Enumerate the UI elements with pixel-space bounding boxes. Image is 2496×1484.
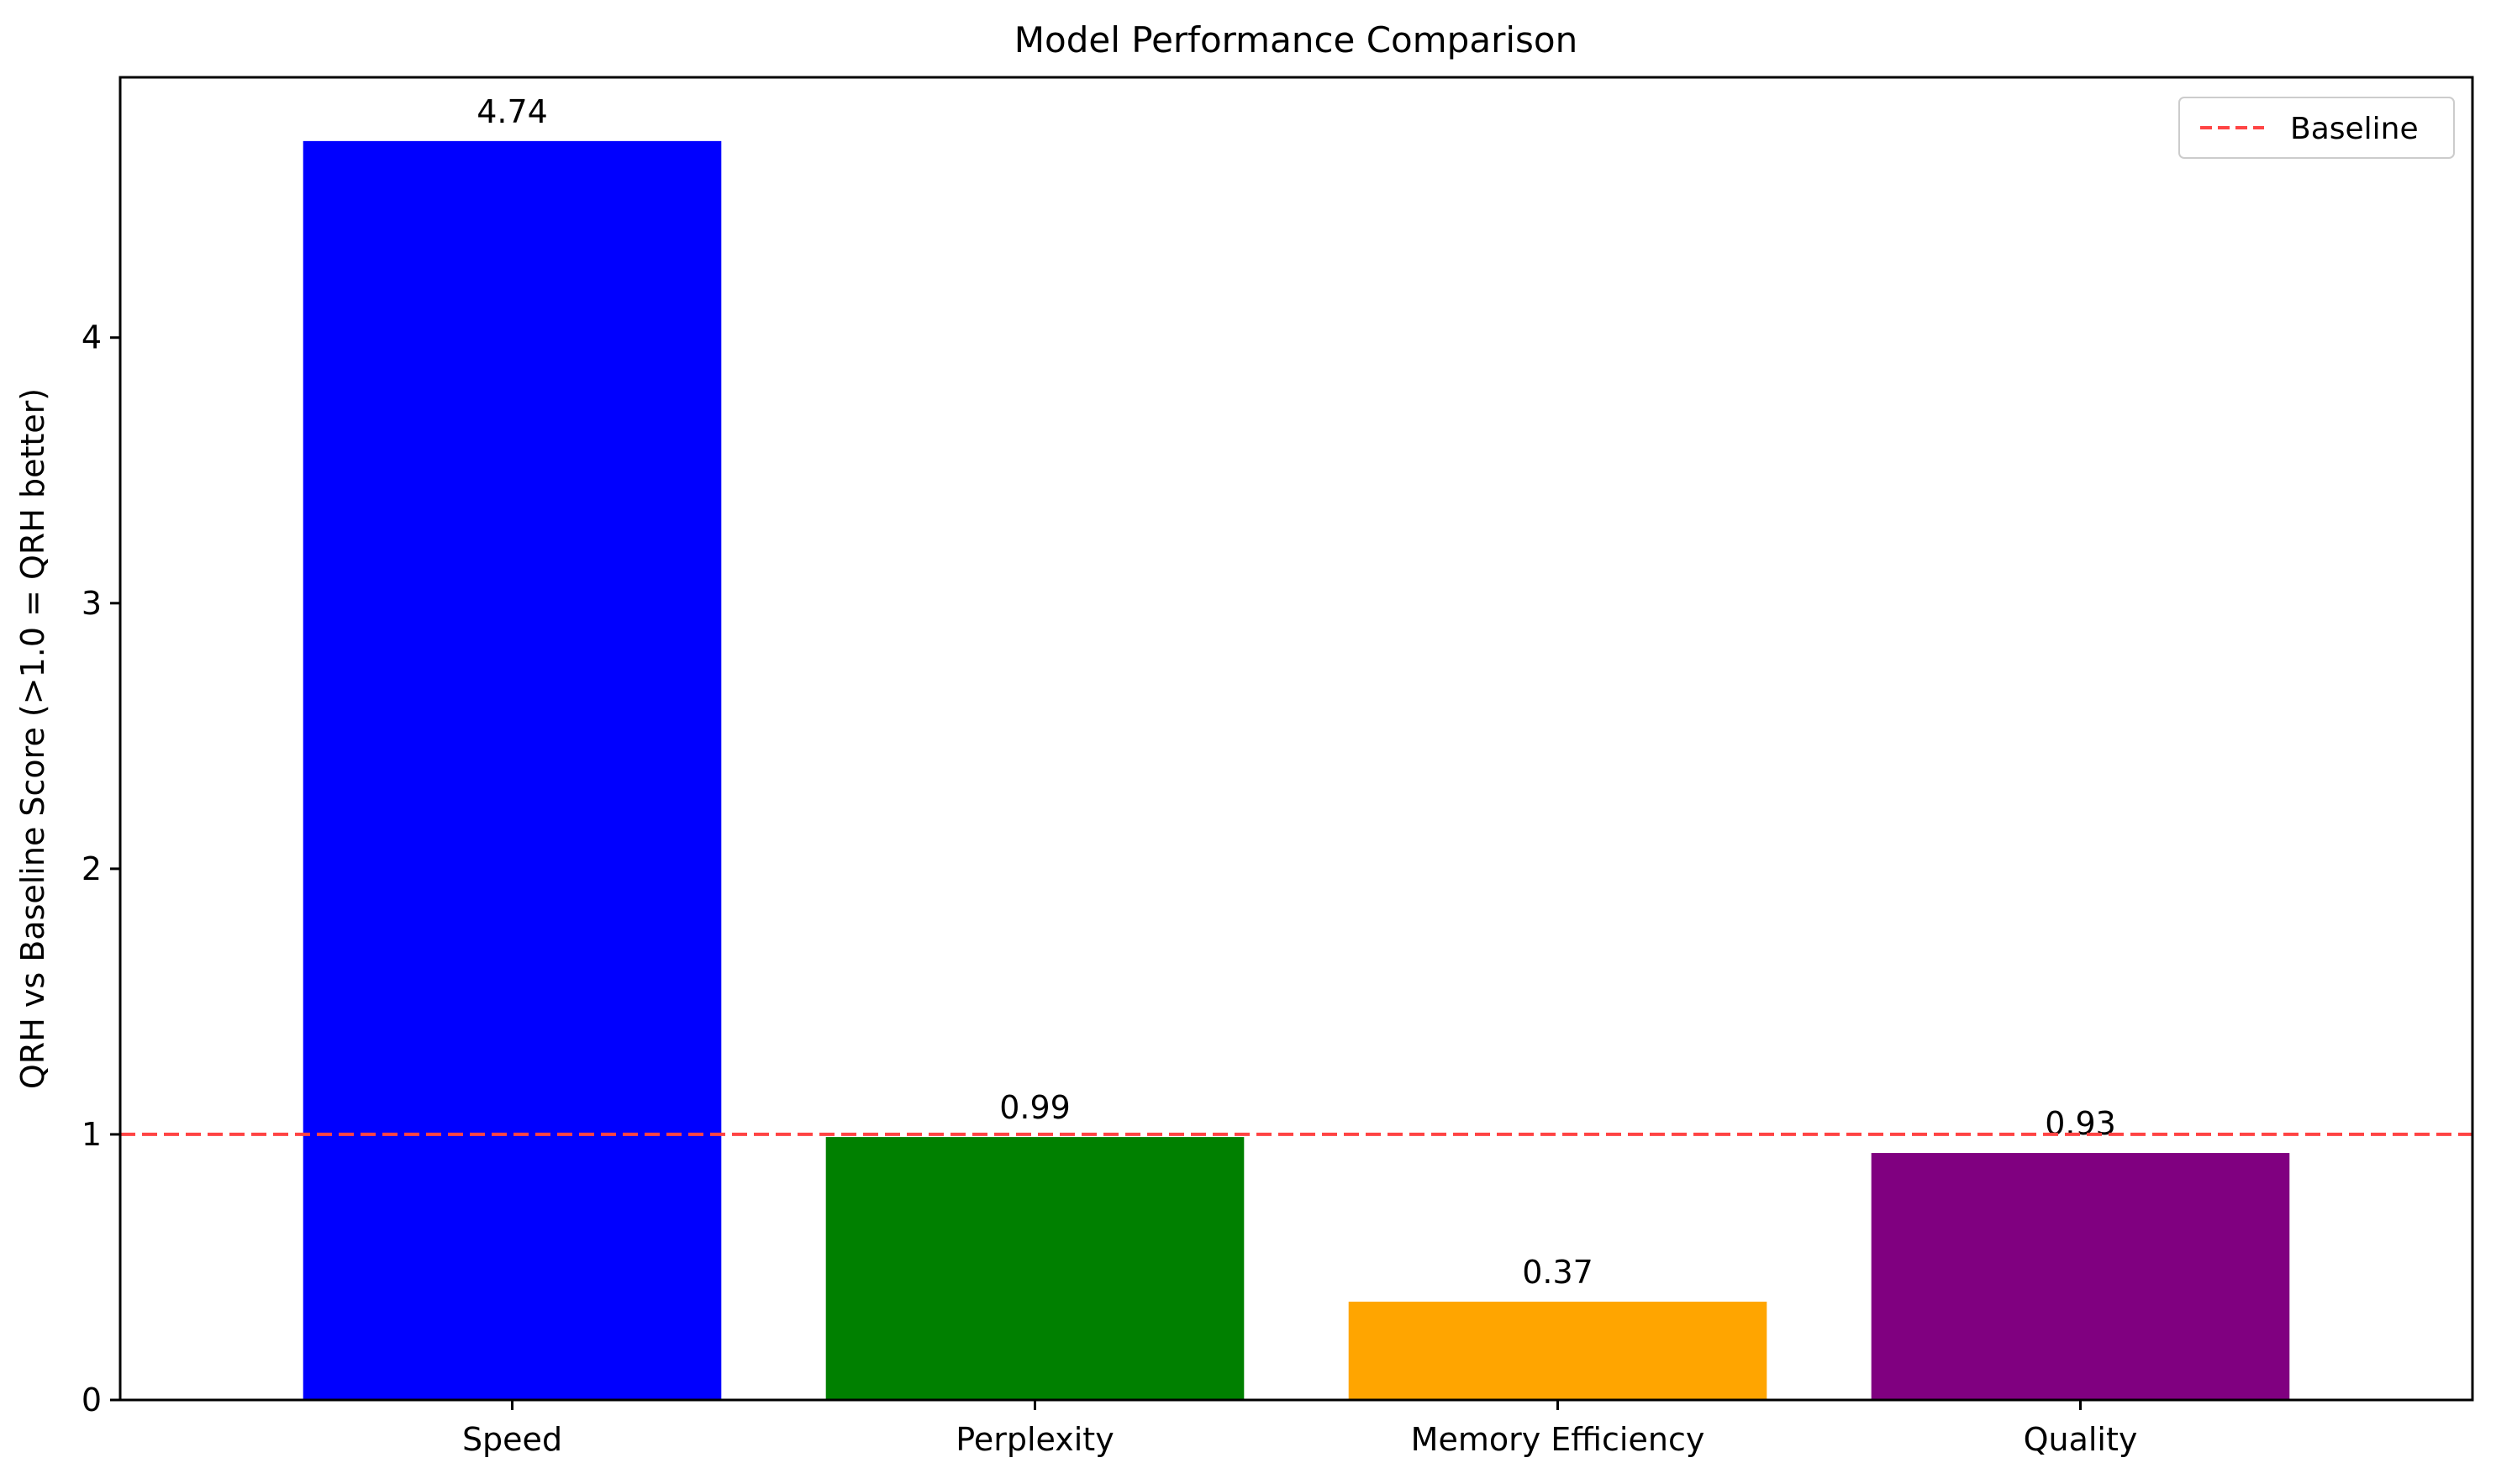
chart-title: Model Performance Comparison — [1014, 19, 1577, 61]
bars-group — [303, 140, 2290, 1400]
x-tick-label: Speed — [462, 1421, 562, 1458]
value-labels-group: 4.74 0.99 0.37 0.93 — [477, 93, 2116, 1291]
x-tick-label: Memory Efficiency — [1411, 1421, 1705, 1458]
legend-baseline-label: Baseline — [2290, 112, 2419, 146]
x-axis-ticks: Speed Perplexity Memory Efficiency Quality — [462, 1400, 2137, 1458]
value-label: 0.37 — [1522, 1254, 1593, 1291]
y-tick-label: 2 — [82, 850, 102, 887]
y-tick-label: 0 — [82, 1381, 102, 1418]
legend: Baseline — [2178, 97, 2455, 159]
y-tick-label: 4 — [82, 319, 102, 356]
legend-box — [2178, 97, 2455, 159]
x-tick-label: Quality — [2024, 1421, 2138, 1458]
plot-frame — [118, 76, 2474, 1402]
bar-speed — [303, 140, 722, 1400]
value-label: 0.93 — [2045, 1105, 2116, 1142]
x-tick-label: Perplexity — [956, 1421, 1114, 1458]
y-tick-label: 3 — [82, 585, 102, 622]
y-axis-ticks: 0 1 2 3 4 — [82, 319, 120, 1418]
y-tick-label: 1 — [82, 1116, 102, 1153]
value-label: 4.74 — [477, 93, 548, 130]
y-axis-label: QRH vs Baseline Score (>1.0 = QRH better… — [14, 388, 51, 1089]
value-label: 0.99 — [999, 1089, 1071, 1126]
bar-memory-efficiency — [1348, 1302, 1767, 1400]
bar-quality — [1871, 1153, 2290, 1400]
bar-perplexity — [825, 1137, 1245, 1400]
